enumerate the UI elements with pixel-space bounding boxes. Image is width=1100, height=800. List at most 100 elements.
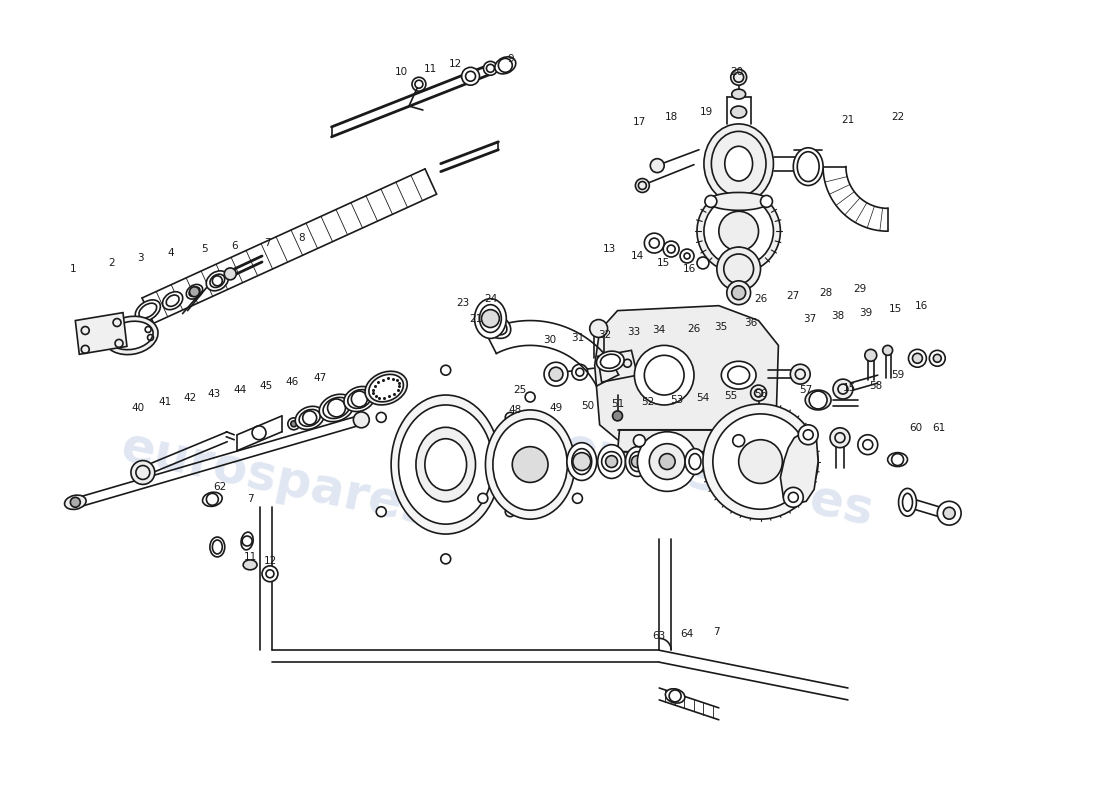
Text: 12: 12 (263, 556, 276, 566)
Circle shape (505, 506, 515, 517)
Text: 7: 7 (264, 238, 271, 248)
Text: 49: 49 (549, 403, 562, 413)
Ellipse shape (202, 492, 222, 506)
Ellipse shape (705, 446, 728, 477)
Circle shape (933, 354, 942, 362)
Text: 5: 5 (201, 244, 208, 254)
Circle shape (858, 434, 878, 454)
Text: 17: 17 (632, 117, 646, 127)
Ellipse shape (398, 405, 493, 524)
Circle shape (937, 502, 961, 525)
Ellipse shape (493, 419, 568, 510)
Circle shape (376, 413, 386, 422)
Text: 55: 55 (724, 391, 737, 401)
Circle shape (713, 414, 808, 510)
Circle shape (650, 158, 664, 173)
Text: 23: 23 (456, 298, 470, 308)
Circle shape (290, 421, 297, 427)
Circle shape (830, 428, 850, 448)
Text: 2: 2 (108, 258, 114, 268)
Ellipse shape (805, 390, 830, 410)
Circle shape (659, 454, 675, 470)
Ellipse shape (732, 89, 746, 99)
Circle shape (750, 385, 767, 401)
Ellipse shape (730, 106, 747, 118)
Circle shape (224, 268, 236, 280)
Text: 48: 48 (508, 405, 521, 415)
Circle shape (704, 197, 773, 266)
Circle shape (649, 444, 685, 479)
Text: 52: 52 (640, 397, 653, 407)
Circle shape (484, 62, 497, 75)
Circle shape (799, 425, 818, 445)
Ellipse shape (626, 446, 649, 477)
Ellipse shape (207, 271, 229, 290)
Text: 15: 15 (657, 258, 670, 268)
Text: 43: 43 (208, 389, 221, 399)
Text: 59: 59 (891, 370, 904, 380)
Circle shape (727, 281, 750, 305)
Ellipse shape (163, 292, 183, 310)
Circle shape (606, 456, 617, 467)
Text: 25: 25 (514, 385, 527, 395)
Ellipse shape (344, 386, 375, 411)
Polygon shape (595, 306, 779, 440)
Circle shape (718, 211, 759, 251)
Text: 58: 58 (869, 381, 882, 391)
Text: 50: 50 (581, 401, 594, 411)
Text: 37: 37 (804, 314, 817, 323)
Circle shape (833, 379, 853, 399)
Circle shape (376, 506, 386, 517)
Ellipse shape (295, 406, 324, 430)
Text: 56: 56 (754, 389, 767, 399)
Text: 15: 15 (844, 383, 857, 393)
Ellipse shape (243, 560, 257, 570)
Circle shape (131, 461, 155, 485)
Ellipse shape (566, 442, 596, 481)
Text: 53: 53 (671, 395, 684, 405)
Text: 7: 7 (246, 494, 253, 504)
Ellipse shape (210, 537, 224, 557)
Text: 21: 21 (469, 314, 482, 323)
Text: 11: 11 (243, 552, 256, 562)
Circle shape (943, 507, 955, 519)
Text: 33: 33 (627, 327, 640, 338)
Ellipse shape (392, 395, 500, 534)
Text: 22: 22 (891, 112, 904, 122)
Ellipse shape (425, 438, 466, 490)
Text: 19: 19 (701, 107, 714, 117)
Ellipse shape (485, 410, 575, 519)
Text: 34: 34 (652, 326, 666, 335)
Circle shape (505, 413, 515, 422)
Ellipse shape (704, 124, 773, 203)
Circle shape (212, 276, 222, 286)
Circle shape (572, 364, 587, 380)
Ellipse shape (65, 495, 86, 510)
Polygon shape (75, 313, 127, 354)
Polygon shape (617, 430, 760, 452)
Text: 29: 29 (854, 284, 867, 294)
Text: 7: 7 (714, 627, 720, 638)
Circle shape (739, 440, 782, 483)
Circle shape (697, 257, 708, 269)
Ellipse shape (899, 488, 916, 516)
Circle shape (865, 350, 877, 362)
Ellipse shape (103, 316, 158, 354)
Text: 11: 11 (425, 64, 438, 74)
Text: eurospares: eurospares (559, 423, 879, 536)
Ellipse shape (474, 298, 506, 338)
Circle shape (810, 391, 827, 409)
Text: 54: 54 (696, 393, 710, 403)
Circle shape (482, 310, 499, 327)
Text: 44: 44 (233, 385, 246, 395)
Circle shape (353, 412, 370, 428)
Circle shape (913, 354, 923, 363)
Text: 45: 45 (260, 381, 273, 391)
Circle shape (613, 411, 623, 421)
Text: 61: 61 (933, 423, 946, 433)
Ellipse shape (666, 689, 685, 703)
Circle shape (572, 494, 582, 503)
Text: 9: 9 (507, 54, 514, 64)
Text: 4: 4 (167, 248, 174, 258)
Text: 13: 13 (603, 244, 616, 254)
